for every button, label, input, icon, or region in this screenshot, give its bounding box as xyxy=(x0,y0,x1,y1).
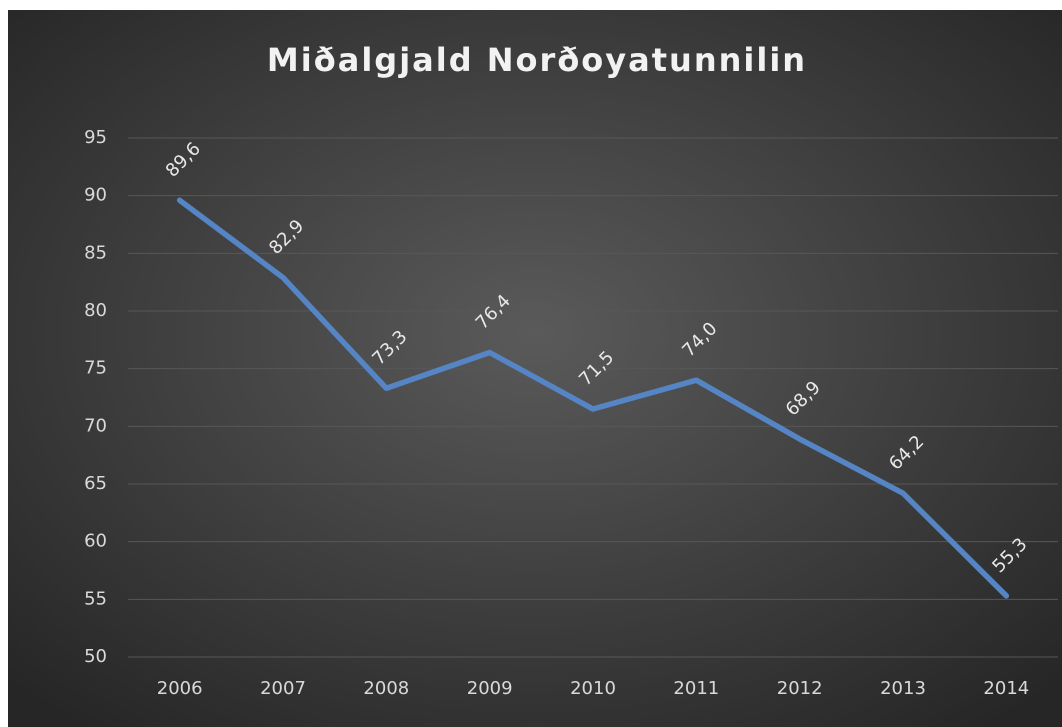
y-tick-label: 90 xyxy=(84,185,107,206)
y-tick-label: 60 xyxy=(84,531,107,552)
y-tick-label: 95 xyxy=(84,127,107,148)
y-tick-label: 65 xyxy=(84,473,107,494)
x-tick-label: 2012 xyxy=(777,678,823,699)
data-line xyxy=(176,197,1010,599)
y-tick-label: 85 xyxy=(84,242,107,263)
y-tick-label: 70 xyxy=(84,415,107,436)
x-tick-label: 2014 xyxy=(983,678,1029,699)
x-tick-label: 2010 xyxy=(570,678,616,699)
chart-title: Miðalgjald Norðoyatunnilin xyxy=(267,41,807,79)
x-tick-label: 2007 xyxy=(260,678,306,699)
x-tick-label: 2008 xyxy=(363,678,409,699)
x-tick-label: 2006 xyxy=(157,678,203,699)
x-tick-label: 2009 xyxy=(467,678,513,699)
x-tick-label: 2013 xyxy=(880,678,926,699)
y-tick-label: 75 xyxy=(84,358,107,379)
y-tick-label: 55 xyxy=(84,588,107,609)
x-tick-label: 2011 xyxy=(673,678,719,699)
y-tick-label: 50 xyxy=(84,646,107,667)
y-tick-label: 80 xyxy=(84,300,107,321)
